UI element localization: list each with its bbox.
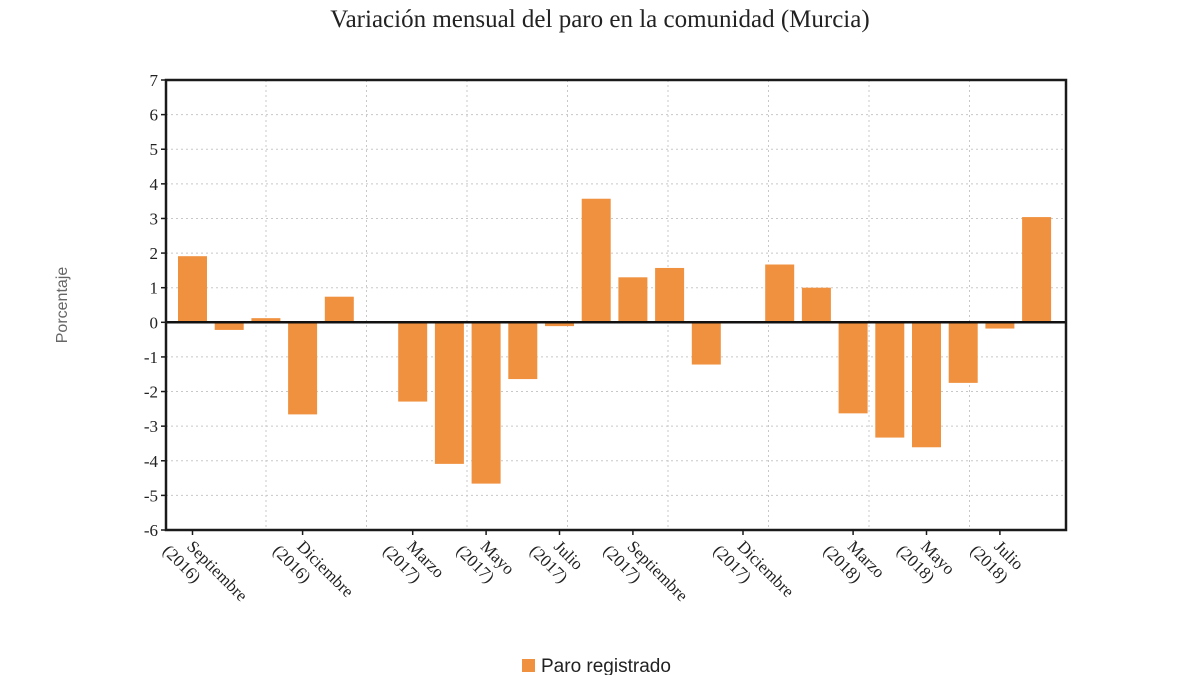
bar xyxy=(912,322,941,448)
bar xyxy=(655,267,685,323)
y-axis-ticks: 7 6 5 4 3 2 1 0 -1 -2 -3 -4 -5 -6 xyxy=(144,71,166,540)
y-tick-label: 3 xyxy=(150,209,159,228)
y-tick-label: 1 xyxy=(150,279,159,298)
bar xyxy=(471,322,501,484)
bar xyxy=(838,322,868,414)
chart-title: Variación mensual del paro en la comunid… xyxy=(330,6,869,33)
legend-swatch xyxy=(522,659,535,672)
bar xyxy=(1022,217,1052,323)
y-tick-label: -4 xyxy=(144,452,159,471)
plot-frame xyxy=(164,78,1068,532)
x-tick-label: Marzo(2018) xyxy=(820,537,889,587)
y-tick-label: -5 xyxy=(144,486,158,505)
bar xyxy=(178,256,207,323)
bar xyxy=(214,322,244,330)
x-tick-label: Mayo(2018) xyxy=(893,537,959,587)
y-tick-label: -1 xyxy=(144,348,158,367)
x-tick-label: Julio(2017) xyxy=(526,537,587,587)
grid xyxy=(166,80,1066,530)
x-tick-label: Septiembre(2017) xyxy=(599,537,691,605)
bar xyxy=(765,264,795,323)
bar xyxy=(985,322,1015,329)
y-tick-label: -6 xyxy=(144,521,158,540)
y-tick-label: -3 xyxy=(144,417,158,436)
bar xyxy=(288,322,318,415)
bar xyxy=(508,322,538,380)
bar xyxy=(618,277,648,323)
x-axis-ticks: Septiembre(2016) Diciembre(2016) Marzo(201… xyxy=(159,530,1027,605)
x-tick-label: Septiembre(2016) xyxy=(159,537,251,605)
bar xyxy=(875,322,905,438)
bar xyxy=(691,322,721,365)
y-tick-label: 2 xyxy=(150,244,159,263)
y-tick-label: 4 xyxy=(150,175,159,194)
y-tick-label: -2 xyxy=(144,383,158,402)
x-tick-label: Marzo(2017) xyxy=(379,537,448,587)
bar xyxy=(251,318,281,323)
x-tick-label: Diciembre(2016) xyxy=(269,537,357,601)
x-tick-label: Diciembre(2017) xyxy=(710,537,798,601)
bar xyxy=(398,322,428,402)
bar xyxy=(581,198,611,323)
y-axis-label: Porcentaje xyxy=(54,267,71,344)
bar xyxy=(434,322,464,464)
x-tick-label: Julio(2018) xyxy=(966,537,1027,587)
bar xyxy=(545,322,574,327)
legend: Paro registrado xyxy=(522,656,671,675)
bars xyxy=(178,198,1052,484)
y-tick-label: 5 xyxy=(150,140,159,159)
bar xyxy=(324,296,354,323)
y-tick-label: 7 xyxy=(150,71,159,90)
legend-label: Paro registrado xyxy=(541,656,671,675)
y-tick-label: 0 xyxy=(150,313,159,332)
y-tick-label: 6 xyxy=(150,106,159,125)
bar xyxy=(801,287,831,323)
bar xyxy=(948,322,978,383)
x-tick-label: Mayo(2017) xyxy=(453,537,519,587)
